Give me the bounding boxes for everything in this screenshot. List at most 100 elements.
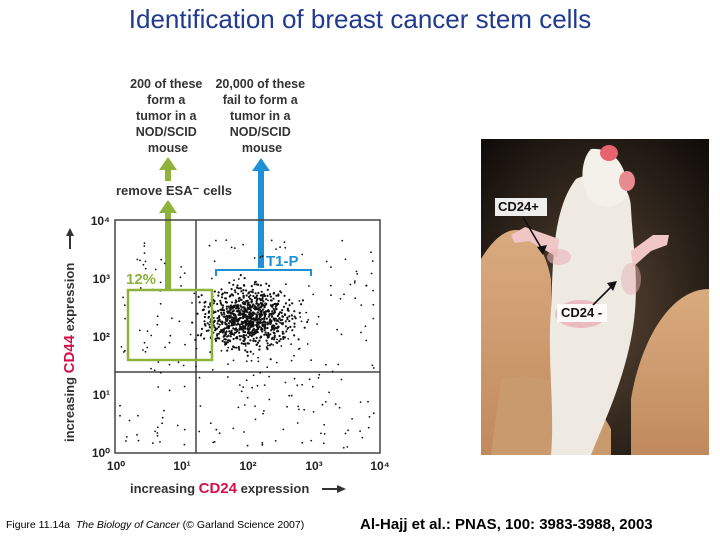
scatter-point: [237, 318, 240, 321]
y-axis-arrow-icon: [66, 228, 74, 236]
scatter-point: [232, 309, 235, 312]
scatter-point: [216, 327, 219, 330]
scatter-point: [191, 302, 193, 304]
scatter-point: [318, 373, 321, 376]
left-box-text: 200 of these form a tumor in a NOD/SCID …: [130, 77, 206, 155]
scatter-point: [265, 302, 268, 305]
scatter-point: [200, 327, 204, 330]
scatter-point: [282, 335, 285, 339]
scatter-point: [227, 322, 230, 325]
scatter-point: [255, 314, 259, 317]
scatter-point: [248, 308, 252, 311]
cd24-negative-label: CD24 -: [561, 305, 603, 320]
scatter-point: [200, 294, 203, 297]
right-box-text: 20,000 of these fail to form a tumor in …: [215, 77, 308, 155]
scatter-point: [261, 441, 264, 444]
scatter-point: [242, 295, 245, 298]
gate-percent-label: 12%: [126, 271, 156, 288]
scatter-point: [269, 318, 272, 321]
scatter-point: [232, 427, 235, 430]
right-box-line: 20,000 of these: [215, 77, 305, 91]
scatter-point: [268, 314, 271, 317]
scatter-point: [253, 281, 257, 284]
scatter-point: [276, 327, 279, 330]
left-box-line: form a: [147, 93, 186, 107]
scatter-point: [196, 312, 199, 315]
x-tick-label: 10³: [305, 459, 322, 473]
scatter-point: [232, 283, 235, 286]
scatter-point: [278, 334, 281, 338]
scatter-point: [260, 321, 264, 324]
scatter-point: [247, 328, 250, 332]
scatter-point: [268, 284, 271, 287]
scatter-point: [242, 329, 245, 332]
scatter-point: [308, 378, 311, 381]
scatter-point: [224, 297, 227, 300]
scatter-point: [239, 287, 243, 290]
scatter-point: [361, 436, 364, 439]
scatter-point: [236, 337, 239, 340]
scatter-point: [308, 285, 310, 287]
scatter-point: [213, 311, 216, 314]
scatter-point: [246, 315, 249, 318]
scatter-point: [220, 296, 224, 299]
scatter-point: [220, 311, 223, 314]
scatter-point: [290, 394, 293, 397]
scatter-point: [281, 330, 284, 333]
scatter-point: [159, 441, 161, 443]
scatter-point: [249, 324, 252, 327]
scatter-point: [263, 318, 266, 321]
scatter-point: [257, 327, 260, 330]
scatter-point: [263, 384, 266, 386]
scatter-point: [163, 262, 166, 265]
scatter-point: [347, 429, 349, 432]
scatter-point: [220, 313, 223, 316]
shoulder-shade: [621, 263, 641, 295]
scatter-point: [257, 283, 260, 286]
y-tick-label: 10¹: [93, 388, 110, 402]
scatter-point: [229, 320, 232, 323]
scatter-point: [203, 323, 206, 326]
scatter-point: [284, 325, 287, 328]
blue-arrow-shaft: [258, 170, 264, 268]
scatter-point: [324, 401, 327, 403]
scatter-point: [228, 316, 231, 319]
scatter-point: [183, 385, 186, 388]
scatter-point: [253, 312, 256, 315]
scatter-point: [273, 338, 276, 341]
scatter-point: [298, 311, 301, 314]
scatter-point: [263, 313, 266, 316]
scatter-point: [281, 322, 285, 325]
scatter-point: [240, 335, 243, 338]
scatter-point: [282, 337, 285, 340]
scatter-point: [293, 322, 296, 325]
scatter-point: [213, 260, 216, 263]
scatter-point: [259, 306, 262, 308]
scatter-point: [267, 344, 269, 347]
scatter-point: [238, 327, 241, 330]
scatter-point: [208, 310, 211, 313]
x-axis-post: expression: [237, 481, 309, 496]
scatter-point: [215, 428, 218, 431]
remove-esa-label: remove ESA⁻ cells: [116, 183, 232, 198]
scatter-point: [310, 439, 313, 442]
scatter-point: [262, 308, 265, 311]
scatter-point: [299, 316, 302, 318]
scatter-points: [119, 239, 375, 449]
scatter-point: [243, 308, 246, 311]
scatter-point: [128, 419, 131, 422]
scatter-point: [203, 337, 206, 340]
scatter-point: [254, 317, 257, 320]
scatter-point: [281, 315, 284, 318]
scatter-point: [276, 319, 279, 322]
slide-title: Identification of breast cancer stem cel…: [128, 4, 592, 34]
scatter-point: [312, 293, 315, 296]
scatter-point: [219, 301, 222, 305]
scatter-point: [229, 332, 231, 335]
scatter-point: [226, 318, 229, 321]
scatter-point: [291, 317, 294, 320]
scatter-point: [150, 367, 153, 370]
scatter-point: [275, 341, 278, 344]
scatter-point: [265, 339, 268, 342]
scatter-point: [238, 348, 241, 351]
